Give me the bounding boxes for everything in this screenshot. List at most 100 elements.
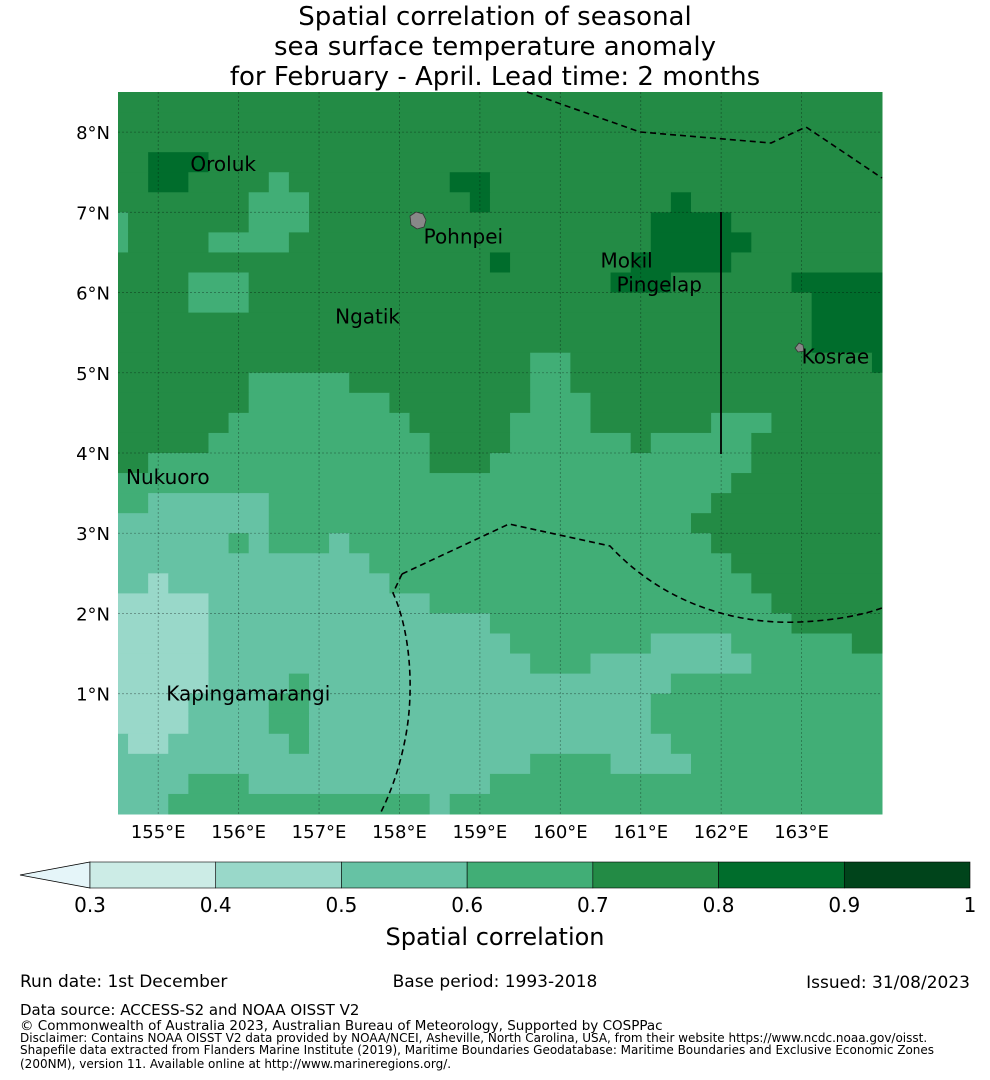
longitude-tick-label: 163°E — [774, 822, 829, 843]
grid-cell — [118, 473, 732, 494]
grid-cell — [791, 272, 883, 294]
grid-cell — [650, 693, 883, 715]
grid-cell — [570, 372, 883, 394]
grid-cell — [731, 633, 853, 655]
grid-cell — [268, 493, 712, 514]
colorbar-tick-label: 0.4 — [200, 893, 232, 917]
grid-cell — [530, 372, 571, 394]
grid-cell — [489, 613, 793, 634]
grid-cell — [590, 392, 883, 414]
place-label: Kosrae — [802, 345, 870, 369]
grid-cell — [610, 753, 692, 775]
grid-cell — [309, 212, 652, 233]
grid-cell — [469, 192, 491, 213]
grid-cell — [208, 593, 431, 614]
grid-cell — [409, 412, 511, 434]
grid-cell — [118, 232, 129, 253]
grid-cell — [118, 573, 149, 594]
grid-cell — [118, 332, 813, 354]
colorbar-segment — [843, 861, 971, 889]
place-label: Mokil — [601, 248, 653, 272]
longitude-labels: 155°E 156°E 157°E 158°E 159°E 160°E 161°E 162°E… — [131, 822, 829, 843]
grid-cell — [208, 633, 511, 655]
kosrae-island-shape — [794, 342, 805, 353]
grid-cell — [489, 252, 511, 273]
grid-cell — [630, 252, 732, 273]
grid-cell — [228, 412, 411, 434]
grid-cell — [168, 793, 431, 815]
latitude-tick-label: 6°N — [76, 284, 110, 305]
colorbar-tick-label: 1 — [964, 893, 977, 917]
grid-cell — [309, 733, 672, 755]
grid-cell — [148, 152, 209, 173]
grid-cell — [118, 432, 209, 454]
eez-boundaries — [379, 91, 883, 815]
place-label: Nukuoro — [126, 465, 210, 489]
grid-cell — [248, 292, 813, 314]
grid-cell — [118, 653, 209, 675]
grid-cell — [188, 292, 250, 314]
grid-cell — [811, 292, 883, 314]
grid-cell — [268, 693, 310, 715]
grid-cell — [118, 733, 129, 755]
grid-cell — [128, 212, 250, 233]
grid-cell — [208, 653, 531, 675]
grid-cell — [248, 272, 612, 294]
colorbar-under-arrow — [19, 861, 91, 889]
grid-cell — [118, 212, 129, 233]
grid-cell — [148, 573, 169, 594]
grid-cell — [349, 533, 712, 554]
longitude-tick-label: 160°E — [533, 822, 588, 843]
latitude-tick-label: 1°N — [76, 685, 110, 706]
grid-cell — [188, 773, 250, 795]
grid-cell — [118, 132, 883, 153]
grid-cell — [118, 252, 491, 273]
grid-cell — [751, 432, 883, 454]
grid-cell — [228, 533, 250, 554]
grid-cell — [188, 713, 270, 735]
colorbar-segment — [341, 861, 468, 889]
place-label: Kapingamarangi — [166, 682, 330, 706]
colorbar-tick-label: 0.9 — [828, 893, 860, 917]
colorbar-segment — [215, 861, 342, 889]
grid-cell — [118, 352, 531, 374]
grid-cell — [288, 733, 310, 755]
title-line-3: for February - April. Lead time: 2 month… — [229, 62, 761, 92]
grid-cell — [268, 533, 330, 554]
latitude-tick-label: 3°N — [76, 524, 110, 545]
grid-cell — [510, 432, 632, 454]
grid-cell — [811, 332, 883, 354]
grid-cell — [389, 573, 752, 594]
grid-cell — [208, 152, 883, 173]
grid-cell — [771, 412, 883, 434]
grid-cell — [731, 553, 883, 574]
title-line-1: Spatial correlation of seasonal — [298, 2, 692, 32]
colorbar: 0.3 0.4 0.5 0.6 0.7 0.8 0.9 1 — [19, 861, 977, 917]
longitude-tick-label: 157°E — [292, 822, 347, 843]
grid-cell — [118, 412, 230, 434]
colorbar-tick-label: 0.8 — [703, 893, 735, 917]
grid-cell — [128, 733, 169, 755]
grid-cell — [248, 392, 390, 414]
grid-cell — [148, 453, 431, 474]
grid-cell — [248, 773, 491, 795]
colorbar-label: Spatial correlation — [385, 923, 604, 951]
grid-cell — [309, 192, 471, 213]
grid-cell — [208, 232, 290, 253]
grid-cell — [751, 232, 883, 253]
grid-cell — [449, 793, 883, 815]
grid-cell — [118, 613, 209, 634]
grid-cell — [791, 613, 883, 634]
grid-cell — [118, 392, 250, 414]
grid-cell — [389, 392, 531, 414]
grid-cell — [429, 432, 511, 454]
grid-cell — [118, 753, 531, 775]
place-label: Ngatik — [335, 305, 400, 329]
grid-cell — [118, 773, 189, 795]
grid-cell — [118, 453, 149, 474]
grid-cell — [711, 412, 772, 434]
grid-cell — [118, 673, 209, 695]
islands — [409, 211, 805, 353]
